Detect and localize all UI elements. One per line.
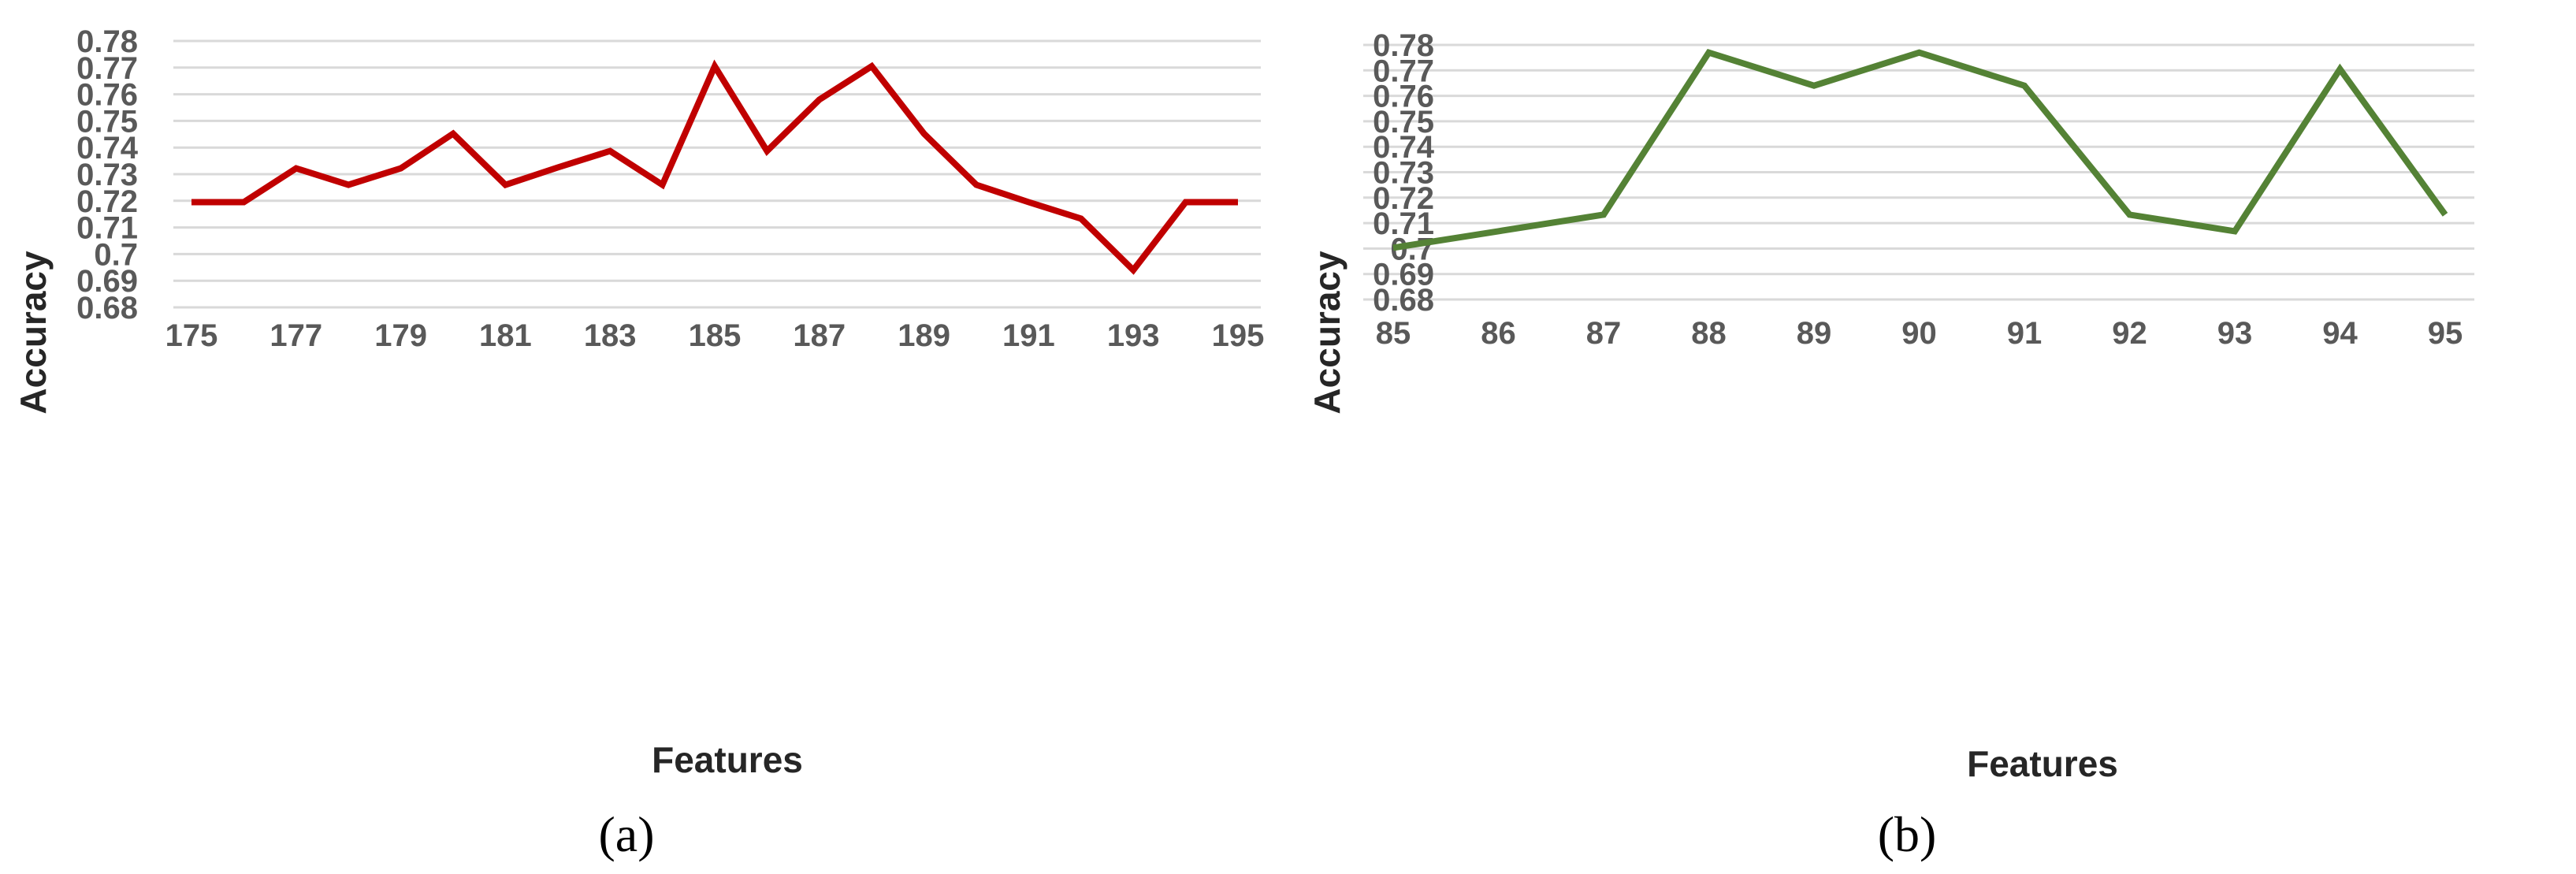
- y-tick-label: 0.68: [76, 291, 138, 325]
- series-group: [191, 59, 1238, 275]
- x-tick-label: 91: [2007, 316, 2043, 351]
- y-tick-label: 0.69: [1373, 258, 1434, 292]
- y-tick-label: 0.74: [76, 131, 139, 166]
- x-tick-label: 86: [1481, 316, 1516, 351]
- gridlines: [1363, 43, 2474, 301]
- x-tick-label: 177: [269, 318, 322, 353]
- x-tick-label: 185: [689, 318, 742, 353]
- gridlines: [173, 39, 1261, 309]
- y-axis-title: Accuracy: [1307, 251, 1347, 415]
- y-tick-labels: 0.680.690.70.710.720.730.740.750.760.770…: [1373, 28, 1435, 318]
- x-tick-label: 181: [479, 318, 532, 353]
- x-tick-label: 175: [165, 318, 218, 353]
- x-tick-label: 92: [2112, 316, 2147, 351]
- y-tick-label: 0.78: [76, 24, 138, 59]
- y-tick-label: 0.78: [1373, 28, 1434, 63]
- y-tick-labels: 0.680.690.70.710.720.730.740.750.760.770…: [76, 24, 139, 325]
- panel-label: (a): [598, 806, 654, 862]
- x-tick-label: 93: [2217, 316, 2253, 351]
- y-tick-label: 0.71: [1373, 206, 1434, 241]
- panel-label-text: (a): [598, 806, 654, 862]
- series-group: [1392, 48, 2448, 251]
- series-line: [1392, 48, 2448, 251]
- y-tick-label: 0.7: [94, 237, 138, 272]
- x-tick-label: 187: [793, 318, 846, 353]
- x-tick-label: 191: [1002, 318, 1055, 353]
- y-tick-label: 0.76: [1373, 80, 1434, 114]
- x-tick-label: 90: [1901, 316, 1937, 351]
- x-axis-title: Features: [652, 739, 803, 780]
- y-axis-title: Accuracy: [13, 251, 54, 415]
- y-tick-label: 0.71: [76, 211, 138, 246]
- x-tick-label: 179: [374, 318, 427, 353]
- x-tick-label: 95: [2428, 316, 2463, 351]
- x-tick-label: 94: [2322, 316, 2358, 351]
- x-tick-labels: 85 86 87 88 89 90 91 92 93 94 95: [1376, 316, 2463, 351]
- y-tick-label: 0.77: [76, 51, 138, 86]
- x-tick-label: 87: [1586, 316, 1622, 351]
- y-tick-label: 0.73: [76, 158, 138, 192]
- x-axis-title: Features: [1967, 743, 2118, 784]
- y-tick-label: 0.72: [76, 184, 138, 219]
- x-tick-label: 89: [1797, 316, 1832, 351]
- x-tick-label: 85: [1376, 316, 1411, 351]
- y-tick-label: 0.74: [1373, 130, 1435, 165]
- x-tick-labels: 175 177 179 181 183 185 187 189 191 193 195: [165, 318, 1265, 353]
- x-tick-label: 189: [898, 318, 950, 353]
- panel-label: (b): [1878, 806, 1937, 862]
- y-tick-label: 0.77: [1373, 54, 1434, 88]
- panel-label-text: (b): [1878, 806, 1937, 862]
- chart-panel-b: 0.680.690.70.710.720.730.740.750.760.770…: [1307, 28, 2474, 862]
- x-tick-label: 195: [1212, 318, 1265, 353]
- chart-panel-a: 0.680.690.70.710.720.730.740.750.760.770…: [13, 24, 1264, 862]
- y-tick-label: 0.75: [1373, 105, 1434, 139]
- y-tick-label: 0.72: [1373, 181, 1434, 216]
- y-tick-label: 0.75: [76, 104, 138, 139]
- y-tick-label: 0.76: [76, 78, 138, 113]
- y-tick-label: 0.68: [1373, 283, 1434, 318]
- x-tick-label: 88: [1691, 316, 1727, 351]
- series-line: [191, 59, 1238, 275]
- y-tick-label: 0.69: [76, 264, 138, 299]
- x-tick-label: 183: [584, 318, 637, 353]
- y-tick-label: 0.73: [1373, 156, 1434, 191]
- x-tick-label: 193: [1107, 318, 1160, 353]
